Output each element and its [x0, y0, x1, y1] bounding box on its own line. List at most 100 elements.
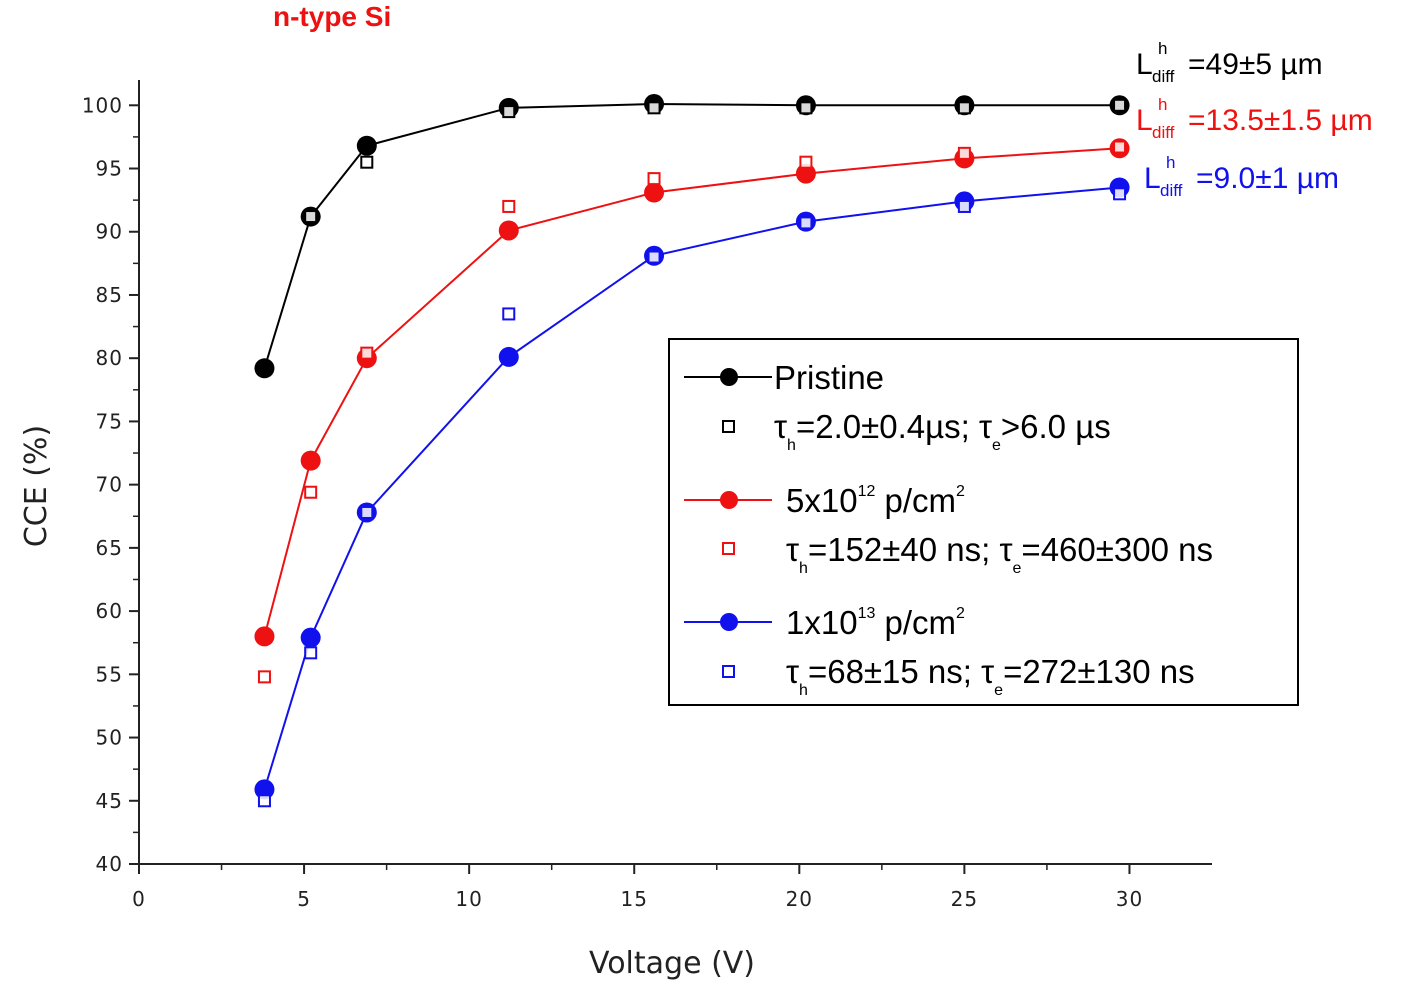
- data-point-square: [502, 105, 516, 119]
- data-point-square: [502, 307, 516, 321]
- legend-marker-pristine: [720, 368, 738, 386]
- chart-title: n-type Si: [273, 1, 391, 32]
- data-point: [356, 135, 377, 156]
- data-point-square: [647, 250, 661, 264]
- data-point-square: [502, 199, 516, 213]
- data-point-square: [360, 155, 374, 169]
- data-point-square: [304, 210, 318, 224]
- series-line-2: [263, 147, 1120, 637]
- y-tick-label-45: 45: [96, 789, 123, 813]
- legend: Pristine τh=2.0±0.4µs; τe>6.0 µs 5x1012 …: [668, 338, 1299, 706]
- x-tick-label-30: 30: [1116, 887, 1143, 911]
- data-point-square: [957, 146, 971, 160]
- data-point-square: [957, 101, 971, 115]
- data-point-square: [304, 646, 318, 660]
- series-5: [257, 187, 1127, 808]
- data-point-square: [647, 101, 661, 115]
- svg-text:L: L: [1136, 48, 1153, 81]
- data-point: [300, 627, 321, 648]
- y-tick-label-55: 55: [96, 662, 123, 686]
- y-tick-label-90: 90: [96, 220, 123, 244]
- data-point: [498, 220, 519, 241]
- data-point-square: [1113, 98, 1127, 112]
- legend-entry-fit-pristine: τh=2.0±0.4µs; τe>6.0 µs: [722, 408, 1111, 454]
- data-point-square: [799, 216, 813, 230]
- y-tick-label-60: 60: [96, 599, 123, 623]
- svg-text:τh=152±40 ns; τe=460±300 ns: τh=152±40 ns; τe=460±300 ns: [786, 531, 1213, 577]
- series-line-0: [263, 103, 1120, 369]
- legend-entry-fit-1e13: τh=68±15 ns; τe=272±130 ns: [722, 653, 1195, 699]
- x-tick-label-15: 15: [621, 887, 648, 911]
- ldiff-annotation-5e12: L h diff =13.5±1.5 µm: [1136, 95, 1373, 142]
- y-tick-label-80: 80: [96, 346, 123, 370]
- svg-text:L: L: [1144, 162, 1161, 195]
- data-point-square: [257, 794, 271, 808]
- legend-marker-fit-5e12: [722, 542, 735, 555]
- x-tick-label-5: 5: [297, 887, 311, 911]
- y-tick-label-65: 65: [96, 536, 123, 560]
- series-3: [257, 140, 1127, 684]
- y-tick-label-50: 50: [96, 726, 123, 750]
- svg-text:=9.0±1 µm: =9.0±1 µm: [1196, 162, 1339, 195]
- svg-text:h: h: [1158, 39, 1167, 58]
- data-point-square: [647, 172, 661, 186]
- data-point: [254, 626, 275, 647]
- legend-entry-pristine: Pristine: [684, 359, 884, 396]
- legend-marker-5e12: [720, 491, 738, 509]
- svg-text:=49±5 µm: =49±5 µm: [1188, 48, 1323, 81]
- data-point-square: [304, 485, 318, 499]
- data-point-square: [799, 155, 813, 169]
- data-point: [644, 182, 665, 203]
- y-axis-label: CCE (%): [19, 425, 54, 547]
- data-point-square: [1113, 140, 1127, 154]
- legend-box: [668, 338, 1299, 706]
- legend-marker-fit-pristine: [722, 420, 735, 433]
- y-tick-label-75: 75: [96, 409, 123, 433]
- x-tick-label-0: 0: [132, 887, 146, 911]
- y-tick-label-95: 95: [96, 157, 123, 181]
- legend-entry-1e13: 1x1013 p/cm2: [684, 604, 965, 641]
- svg-text:5x1012 p/cm2: 5x1012 p/cm2: [786, 482, 965, 519]
- series-0: [254, 94, 1130, 379]
- svg-text:diff: diff: [1152, 123, 1175, 142]
- y-tick-label-40: 40: [96, 852, 123, 876]
- svg-text:h: h: [1166, 153, 1175, 172]
- ldiff-annotation-pristine: L h diff =49±5 µm: [1136, 39, 1323, 86]
- svg-text:diff: diff: [1152, 67, 1175, 86]
- ticks: 0 5 10 15 20 25 30 40 45 50 55 60 65 70 75 80 85 90 95 100: [82, 93, 1143, 911]
- series-line-4: [263, 186, 1120, 790]
- data-point-square: [1113, 187, 1127, 201]
- svg-text:τh=2.0±0.4µs; τe>6.0 µs: τh=2.0±0.4µs; τe>6.0 µs: [774, 408, 1111, 454]
- data-point-square: [799, 101, 813, 115]
- data-point-square: [360, 346, 374, 360]
- svg-text:Pristine: Pristine: [774, 359, 884, 396]
- legend-marker-fit-1e13: [722, 665, 735, 678]
- svg-text:diff: diff: [1160, 181, 1183, 200]
- axes: [138, 80, 1212, 865]
- data-point: [300, 450, 321, 471]
- x-tick-label-25: 25: [951, 887, 978, 911]
- series-layer: [254, 94, 1130, 808]
- data-point: [498, 346, 519, 367]
- series-2: [254, 138, 1130, 647]
- svg-text:1x1013 p/cm2: 1x1013 p/cm2: [786, 604, 965, 641]
- svg-text:h: h: [1158, 95, 1167, 114]
- x-tick-label-20: 20: [786, 887, 813, 911]
- x-axis-label: Voltage (V): [589, 946, 755, 981]
- legend-entry-5e12: 5x1012 p/cm2: [684, 482, 965, 519]
- svg-text:=13.5±1.5 µm: =13.5±1.5 µm: [1188, 104, 1373, 137]
- series-1: [304, 98, 1127, 224]
- x-tick-label-10: 10: [455, 887, 482, 911]
- y-tick-label-70: 70: [96, 473, 123, 497]
- data-point: [254, 358, 275, 379]
- svg-text:τh=68±15 ns; τe=272±130 ns: τh=68±15 ns; τe=272±130 ns: [786, 653, 1195, 699]
- svg-text:L: L: [1136, 104, 1153, 137]
- legend-marker-1e13: [720, 613, 738, 631]
- y-tick-label-100: 100: [82, 93, 123, 117]
- data-point-square: [257, 670, 271, 684]
- y-tick-label-85: 85: [96, 283, 123, 307]
- ldiff-annotation-1e13: L h diff =9.0±1 µm: [1144, 153, 1339, 200]
- legend-entry-fit-5e12: τh=152±40 ns; τe=460±300 ns: [722, 531, 1213, 577]
- data-point-square: [957, 199, 971, 213]
